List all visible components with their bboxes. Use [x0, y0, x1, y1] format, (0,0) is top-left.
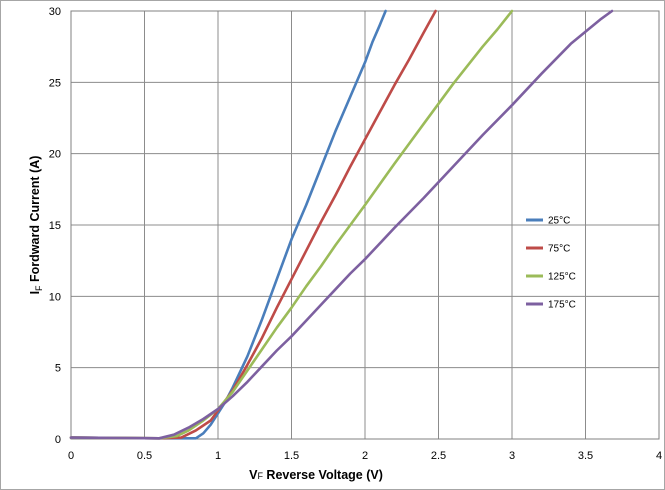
series-line-3: [69, 9, 614, 440]
y-axis-title-sub: F: [34, 285, 44, 291]
x-axis-title-main: V: [249, 468, 258, 482]
y-axis-ticks: 0 5 10 15 20 25 30: [49, 6, 61, 446]
x-tick-label: 0.5: [137, 450, 152, 462]
legend: 25°C 75°C 125°C 175°C: [526, 216, 576, 311]
legend-label: 25°C: [548, 216, 570, 227]
x-axis-ticks: 0 0.5 1 1.5 2 2.5 3 3.5 4: [68, 450, 662, 462]
x-axis-title: VF Reverse Voltage (V): [249, 468, 383, 482]
y-tick-label: 20: [49, 149, 61, 161]
x-axis-title-sub: F: [257, 471, 263, 481]
legend-label: 175°C: [548, 300, 576, 311]
series-lines: [69, 9, 614, 440]
y-tick-label: 30: [49, 6, 61, 18]
x-tick-label: 1.5: [284, 450, 299, 462]
series-line-0: [69, 9, 387, 440]
y-tick-label: 10: [49, 291, 61, 303]
series-line-1: [69, 9, 437, 440]
legend-label: 75°C: [548, 244, 570, 255]
x-tick-label: 2.5: [431, 450, 446, 462]
y-tick-label: 5: [55, 363, 61, 375]
x-tick-label: 3: [509, 450, 515, 462]
grid-lines: [70, 10, 660, 440]
x-axis-title-rest: Reverse Voltage (V): [263, 468, 383, 482]
y-tick-label: 0: [55, 434, 61, 446]
y-tick-label: 15: [49, 220, 61, 232]
y-axis-title-rest: Fordward Current (A): [28, 156, 42, 286]
x-tick-label: 0: [68, 450, 74, 462]
x-tick-label: 2: [362, 450, 368, 462]
y-axis-title: IF Fordward Current (A): [28, 156, 44, 295]
x-tick-label: 3.5: [578, 450, 593, 462]
plot-area-border: [70, 10, 660, 440]
x-tick-label: 1: [215, 450, 221, 462]
x-tick-label: 4: [656, 450, 662, 462]
series-line-2: [69, 9, 514, 440]
legend-label: 125°C: [548, 272, 576, 283]
y-axis-title-main: I: [28, 291, 42, 294]
y-tick-label: 25: [49, 77, 61, 89]
